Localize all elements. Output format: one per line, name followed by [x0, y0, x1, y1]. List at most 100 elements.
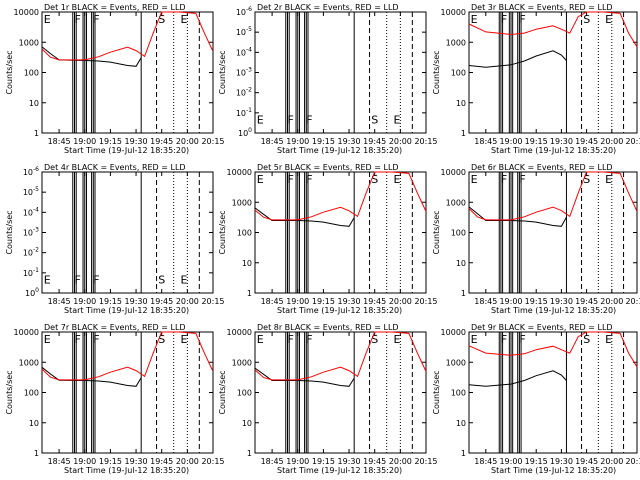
marker-label: F: [519, 173, 525, 186]
marker-label: F: [306, 173, 312, 186]
marker-label: F: [287, 113, 293, 126]
marker-label: E: [181, 273, 188, 286]
x-axis-label: Start Time (19-Jul-12 18:35:20): [277, 466, 402, 475]
marker-label: E: [44, 333, 51, 346]
x-tick-label: 19:45: [575, 137, 598, 146]
y-tick-label: 10: [456, 99, 466, 108]
series-lld: [468, 331, 638, 368]
x-tick-label: 20:00: [176, 297, 199, 306]
x-tick-label: 19:00: [73, 457, 96, 466]
panel-det-6: Det 6r BLACK = Events, RED = LLD 1 10 100 10…: [432, 163, 640, 315]
y-axis-label: Counts/sec: [5, 50, 14, 94]
marker-label: F: [74, 273, 80, 286]
y-tick-label: 10-3: [23, 227, 39, 238]
x-tick-label: 20:15: [625, 297, 640, 306]
y-tick-label: 1: [247, 449, 252, 458]
y-tick-label: 10: [29, 419, 39, 428]
y-tick-label: 1: [247, 289, 252, 298]
series-lld: [254, 171, 427, 221]
marker-label: F: [93, 333, 99, 346]
x-tick-label: 19:45: [575, 297, 598, 306]
panel-title: Det 4r BLACK = Events, RED = LLD: [44, 163, 186, 172]
y-tick-label: 10000: [441, 168, 466, 177]
y-tick-label: 10-2: [23, 247, 39, 258]
y-tick-label: 10: [242, 259, 252, 268]
marker-label: E: [257, 113, 264, 126]
x-tick-label: 19:45: [150, 137, 173, 146]
y-tick-label: 10000: [227, 328, 252, 337]
panel-title: Det 8r BLACK = Events, RED = LLD: [257, 323, 399, 332]
x-axis-label: Start Time (19-Jul-12 18:35:20): [491, 466, 616, 475]
y-tick-label: 10-4: [236, 46, 252, 57]
marker-label: E: [181, 13, 188, 26]
x-tick-label: 20:15: [414, 137, 437, 146]
panel-det-2: Det 2r BLACK = Events, RED = LLD 100 10-1 1…: [218, 3, 438, 155]
y-axis-label: Counts/sec: [218, 370, 227, 414]
y-tick-label: 10-4: [23, 206, 39, 217]
x-axis-label: Start Time (19-Jul-12 18:35:20): [64, 146, 189, 155]
y-tick-label: 10: [456, 419, 466, 428]
y-tick-label: 100: [237, 389, 252, 398]
x-tick-label: 19:30: [338, 457, 361, 466]
y-tick-label: 10-5: [23, 186, 39, 197]
x-tick-label: 19:15: [99, 137, 122, 146]
marker-label: F: [306, 113, 312, 126]
x-tick-label: 18:45: [474, 457, 497, 466]
y-tick-label: 1: [34, 129, 39, 138]
x-tick-label: 20:00: [389, 137, 412, 146]
panel-det-7: Det 7r BLACK = Events, RED = LLD 1 10 100 10…: [5, 323, 225, 475]
x-axis-label: Start Time (19-Jul-12 18:35:20): [277, 306, 402, 315]
marker-label: S: [158, 273, 165, 286]
x-tick-label: 20:15: [201, 137, 224, 146]
marker-label: F: [287, 173, 293, 186]
x-tick-label: 19:30: [550, 137, 573, 146]
x-tick-label: 20:15: [625, 137, 640, 146]
x-tick-label: 18:45: [48, 297, 71, 306]
y-tick-label: 1: [461, 449, 466, 458]
series-lld: [468, 171, 638, 221]
y-axis-label: Counts/sec: [432, 50, 441, 94]
marker-label: S: [583, 173, 590, 186]
panel-det-3: Det 3r BLACK = Events, RED = LLD 1 10 100 10…: [432, 3, 640, 155]
x-tick-label: 18:45: [48, 137, 71, 146]
x-tick-label: 19:00: [286, 457, 309, 466]
x-tick-label: 20:00: [600, 137, 623, 146]
marker-label: E: [257, 333, 264, 346]
marker-label: S: [371, 113, 378, 126]
panel-title: Det 2r BLACK = Events, RED = LLD: [257, 3, 399, 12]
y-tick-label: 100: [24, 69, 39, 78]
marker-label: E: [471, 13, 478, 26]
marker-label: F: [93, 13, 99, 26]
x-tick-label: 19:15: [312, 297, 335, 306]
panel-det-5: Det 5r BLACK = Events, RED = LLD 1 10 100 10…: [218, 163, 438, 315]
y-tick-label: 100: [451, 229, 466, 238]
x-tick-label: 20:00: [600, 297, 623, 306]
x-tick-label: 20:00: [600, 457, 623, 466]
marker-label: S: [371, 333, 378, 346]
series-events: [468, 370, 567, 387]
marker-label: S: [158, 333, 165, 346]
x-tick-label: 19:45: [150, 457, 173, 466]
marker-label: E: [471, 173, 478, 186]
x-tick-label: 19:00: [286, 137, 309, 146]
y-tick-label: 100: [24, 389, 39, 398]
y-tick-label: 10-1: [236, 107, 252, 118]
series-events: [468, 50, 567, 68]
y-tick-label: 10000: [441, 328, 466, 337]
x-tick-label: 19:00: [73, 137, 96, 146]
y-tick-label: 100: [237, 229, 252, 238]
panel-title: Det 9r BLACK = Events, RED = LLD: [471, 323, 613, 332]
marker-label: F: [501, 13, 507, 26]
marker-label: S: [158, 13, 165, 26]
y-tick-label: 10: [456, 259, 466, 268]
x-tick-label: 19:15: [525, 457, 548, 466]
y-tick-label: 1000: [19, 38, 39, 47]
x-tick-label: 20:00: [176, 457, 199, 466]
x-tick-label: 20:00: [176, 137, 199, 146]
marker-label: F: [74, 333, 80, 346]
panel-det-4: Det 4r BLACK = Events, RED = LLD 100 10-1 1…: [5, 163, 225, 315]
y-axis-label: Counts/sec: [5, 210, 14, 254]
marker-label: S: [583, 13, 590, 26]
x-tick-label: 19:00: [286, 297, 309, 306]
x-tick-label: 18:45: [261, 137, 284, 146]
